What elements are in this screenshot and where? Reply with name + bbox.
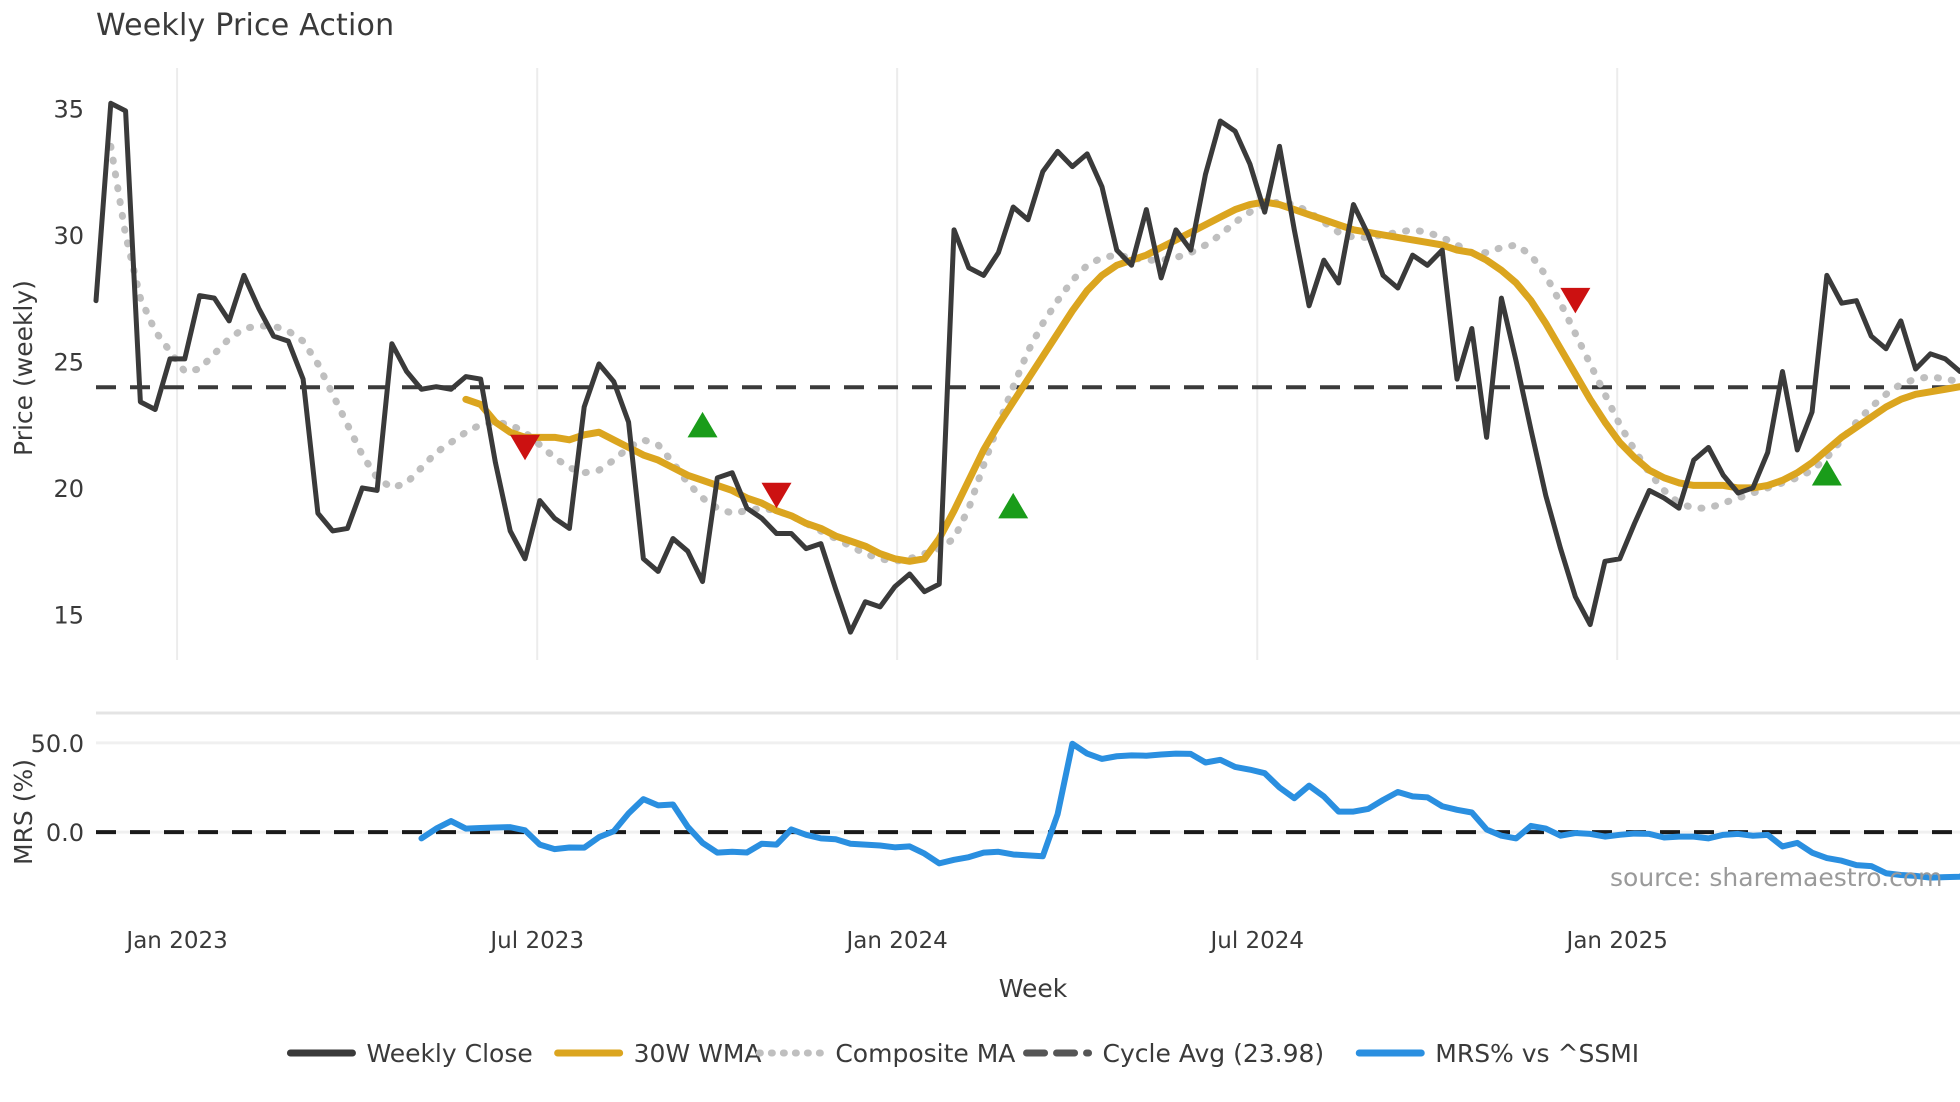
legend-label[interactable]: Composite MA [835, 1039, 1015, 1068]
price-axis-title: Price (weekly) [9, 280, 38, 456]
x-axis-title: Week [999, 974, 1068, 1003]
sell-signal-marker [510, 434, 541, 461]
price-y-tick-label: 20 [53, 475, 84, 503]
legend-label[interactable]: 30W WMA [634, 1039, 762, 1068]
mrs-line [418, 740, 1960, 881]
chart-legend: Weekly Close 30W WMA Composite MA Cycle Avg… [286, 1039, 1639, 1068]
mrs-panel: 0.0 50.0 [31, 711, 1960, 881]
buy-signal-marker [687, 411, 718, 438]
price-y-tick-label: 30 [53, 222, 84, 250]
buy-signal-marker [1811, 459, 1842, 486]
price-y-tick-label: 35 [53, 95, 84, 123]
mrs-axis-title: MRS (%) [9, 759, 38, 865]
price-panel: 15 20 25 30 35 [53, 68, 1960, 660]
x-axis: Jan 2023 Jul 2023 Jan 2024 Jul 2024 Jan 2025 [124, 928, 1667, 954]
source-note: source: sharemaestro.com [1610, 863, 1943, 892]
sell-signal-marker [1560, 287, 1591, 314]
chart-title: Weekly Price Action [96, 8, 395, 43]
sell-signal-marker [761, 482, 792, 509]
x-tick-label: Jan 2024 [844, 928, 947, 954]
x-tick-label: Jul 2024 [1208, 928, 1304, 954]
mrs-y-tick-label: 50.0 [31, 730, 84, 758]
weekly-close-line [93, 100, 1960, 635]
price-y-tick-label: 15 [53, 601, 84, 629]
legend-label[interactable]: Weekly Close [366, 1039, 532, 1068]
composite-ma-line [107, 142, 1960, 565]
x-tick-label: Jan 2025 [1565, 928, 1668, 954]
legend-label[interactable]: Cycle Avg (23.98) [1103, 1039, 1325, 1068]
wma-line [462, 198, 1960, 565]
x-tick-label: Jul 2023 [488, 928, 584, 954]
legend-label[interactable]: MRS% vs ^SSMI [1435, 1039, 1639, 1068]
x-tick-label: Jan 2023 [124, 928, 227, 954]
price-y-tick-label: 25 [53, 348, 84, 376]
mrs-y-tick-label: 0.0 [46, 819, 84, 847]
buy-signal-marker [998, 492, 1029, 519]
